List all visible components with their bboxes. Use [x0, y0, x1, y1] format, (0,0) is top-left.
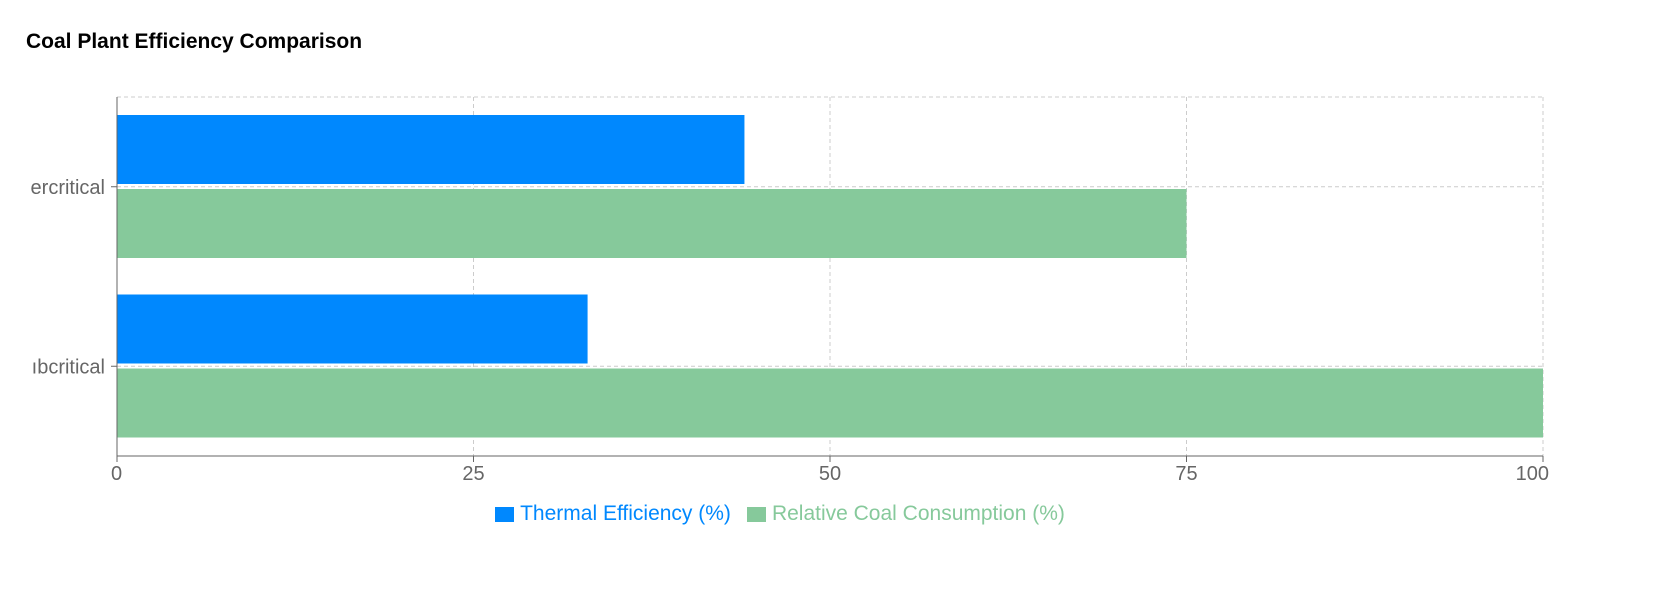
legend-swatch — [495, 506, 515, 522]
x-tick-label: 100 — [1516, 463, 1549, 485]
bar-1-0[interactable] — [117, 189, 1187, 258]
legend-item-relative-coal-consumption[interactable]: Relative Coal Consumption (%) — [746, 502, 1065, 526]
chart-title: Coal Plant Efficiency Comparison — [26, 30, 363, 53]
legend-item-thermal-efficiency[interactable]: Thermal Efficiency (%) — [495, 502, 731, 526]
x-tick-label: 0 — [111, 463, 122, 485]
y-tick-label: ıbcritical — [32, 356, 105, 378]
axes: 0 25 50 75 100 ercritical ıbcritical — [31, 97, 1549, 485]
bars — [117, 115, 1543, 438]
bar-0-1[interactable] — [117, 294, 588, 364]
x-tick-label: 25 — [462, 463, 484, 485]
y-tick-label: ercritical — [31, 177, 105, 199]
legend-label: Thermal Efficiency (%) — [520, 502, 731, 525]
legend: Thermal Efficiency (%) Relative Coal Con… — [0, 502, 1560, 526]
legend-swatch — [746, 506, 766, 522]
bar-0-0[interactable] — [117, 115, 745, 184]
bar-1-1[interactable] — [117, 368, 1543, 438]
legend-label: Relative Coal Consumption (%) — [771, 502, 1065, 525]
x-tick-label: 75 — [1175, 463, 1197, 485]
x-tick-label: 50 — [819, 463, 841, 485]
